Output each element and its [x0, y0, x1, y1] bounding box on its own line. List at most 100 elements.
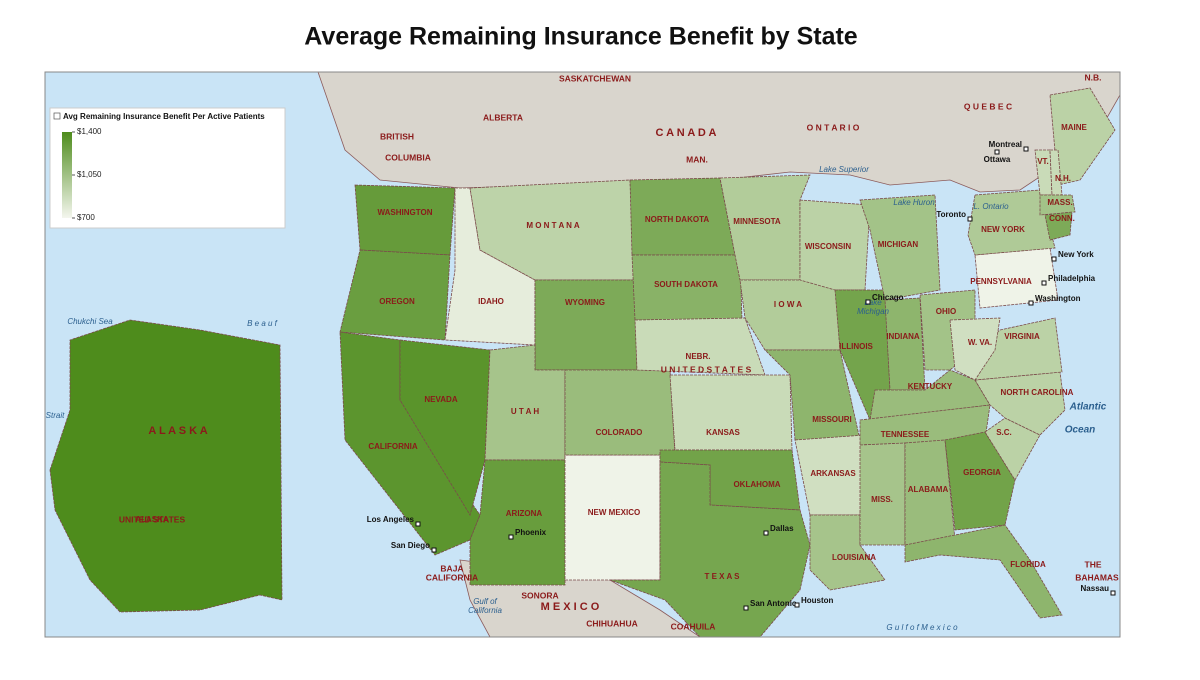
region-label: UNITED STATES [119, 514, 186, 524]
state-label: NEW MEXICO [588, 508, 640, 517]
state-label: N.H. [1055, 174, 1071, 183]
city-marker [415, 521, 421, 527]
state [984, 417, 1041, 481]
water-label: Ocean [1065, 425, 1096, 436]
state [859, 194, 941, 301]
city-marker [431, 547, 437, 553]
state [49, 319, 283, 613]
state-label: NEBR. [686, 352, 711, 361]
state-label: OKLAHOMA [733, 480, 780, 489]
state [764, 349, 861, 441]
city-marker [1023, 146, 1029, 152]
water-label: L. Ontario [973, 202, 1009, 211]
region-label: COAHUILA [671, 621, 716, 631]
state-label: CONN. [1049, 214, 1075, 223]
state-label: IDAHO [478, 297, 504, 306]
state-label: ALASKA [135, 515, 169, 524]
state-label: U T A H [511, 407, 540, 416]
region-label: CHIHUAHUA [586, 618, 637, 628]
state [339, 249, 451, 341]
city-marker [1110, 590, 1116, 596]
state-label: OREGON [379, 297, 415, 306]
state-label: TENNESSEE [881, 430, 930, 439]
state [469, 459, 566, 586]
region-label: BAHAMAS [1075, 572, 1119, 582]
city-label: San Diego [391, 541, 430, 550]
state [669, 374, 793, 451]
state-label: S.C. [996, 428, 1012, 437]
region-label: U N I T E D S T A T E S [661, 364, 752, 374]
city-label: Montreal [989, 140, 1022, 149]
city-label: Toronto [936, 210, 966, 219]
canada [317, 72, 1120, 193]
state [354, 184, 456, 256]
region-label: BRITISH [380, 131, 414, 141]
state-label: ALABAMA [908, 485, 949, 494]
state-label: SOUTH DAKOTA [654, 280, 718, 289]
legend-tick-label: $1,400 [77, 127, 102, 136]
state-label: M O N T A N A [526, 221, 580, 230]
state [564, 454, 661, 581]
state-label: MISSOURI [812, 415, 852, 424]
city-label: Phoenix [515, 528, 547, 537]
legend-title: Avg Remaining Insurance Benefit Per Acti… [63, 112, 265, 121]
map-frame [44, 71, 1121, 638]
region-label: SASKATCHEWAN [559, 73, 631, 83]
state-label: KENTUCKY [908, 382, 953, 391]
state-label: I O W A [774, 300, 802, 309]
state-label: COLORADO [596, 428, 643, 437]
city-label: Dallas [770, 524, 794, 533]
state [399, 339, 491, 517]
legend-tick-label: $700 [77, 213, 95, 222]
region-label: A L A S K A [148, 425, 207, 437]
water-label: Chukchi Sea [67, 317, 113, 326]
state [1044, 211, 1073, 241]
water-label: Gulf of [473, 597, 497, 606]
city-marker [794, 602, 800, 608]
city-label: Nassau [1081, 584, 1110, 593]
state-label: VIRGINIA [1004, 332, 1040, 341]
state-label: ARIZONA [506, 509, 543, 518]
water-label: B e a u f [247, 319, 278, 328]
city-label: Los Angeles [367, 515, 415, 524]
city-marker [508, 534, 514, 540]
state-label: FLORIDA [1010, 560, 1046, 569]
region-label: CALIFORNIA [426, 572, 478, 582]
region-label: MAN. [686, 154, 708, 164]
legend-toggle[interactable] [53, 112, 61, 120]
state-label: ARKANSAS [810, 469, 856, 478]
state [884, 297, 926, 391]
state-label: W. VA. [968, 338, 992, 347]
state-label: NEW YORK [981, 225, 1025, 234]
state [967, 189, 1056, 256]
state [564, 369, 676, 456]
state-label: WASHINGTON [378, 208, 433, 217]
water-label: Michigan [857, 307, 890, 316]
state-label: INDIANA [886, 332, 920, 341]
legend-ramp [62, 132, 72, 218]
region-label: COLUMBIA [385, 152, 431, 162]
region-label: M E X I C O [541, 601, 600, 613]
state [609, 461, 811, 637]
map [45, 72, 1120, 637]
state [944, 431, 1016, 531]
city-marker [1041, 280, 1047, 286]
water-label: Lake Huron [893, 198, 935, 207]
state-label: OHIO [936, 307, 956, 316]
state [859, 442, 906, 546]
state [534, 279, 638, 371]
legend: Avg Remaining Insurance Benefit Per Acti… [49, 107, 286, 229]
state-label: T E X A S [705, 572, 741, 581]
state-label: WISCONSIN [805, 242, 851, 251]
city-label: Philadelphia [1048, 274, 1096, 283]
state-label: NEVADA [424, 395, 457, 404]
region-label: THE [1085, 559, 1102, 569]
water-label: G u l f o f M e x i c o [886, 623, 958, 632]
water-label: California [468, 606, 502, 615]
city-marker [967, 216, 973, 222]
city-label: Ottawa [984, 155, 1011, 164]
city-marker [763, 530, 769, 536]
legend-box [49, 107, 286, 229]
city-marker [865, 299, 871, 305]
city-label: New York [1058, 250, 1094, 259]
